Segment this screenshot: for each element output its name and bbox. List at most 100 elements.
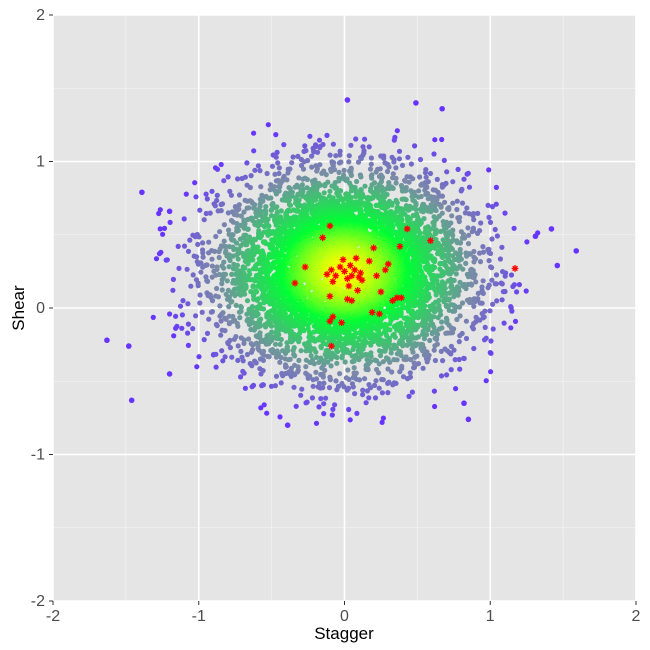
density-point (360, 387, 366, 393)
density-point (454, 284, 460, 290)
density-point (402, 178, 408, 184)
density-point (218, 161, 224, 168)
density-point (424, 349, 430, 355)
density-point (422, 264, 428, 270)
density-point (236, 202, 242, 208)
density-point (471, 254, 477, 260)
density-point (286, 197, 292, 203)
density-point (261, 402, 267, 408)
density-point (336, 160, 343, 166)
density-point (337, 371, 343, 377)
density-point (445, 206, 451, 212)
density-point (479, 311, 485, 317)
density-point (453, 386, 459, 392)
density-point (340, 197, 346, 203)
density-point (431, 214, 437, 220)
density-point (379, 390, 385, 396)
density-point (313, 376, 320, 382)
density-point (238, 213, 244, 219)
density-point (487, 308, 493, 314)
density-point (253, 266, 259, 272)
density-point (269, 329, 275, 335)
density-point (391, 342, 397, 348)
density-point (258, 233, 265, 239)
density-point (200, 250, 206, 256)
density-point (225, 287, 231, 293)
density-point (224, 278, 230, 284)
density-point (235, 343, 241, 349)
density-point (298, 392, 304, 398)
density-point (322, 358, 328, 364)
density-point (471, 303, 477, 309)
density-point (274, 348, 280, 354)
density-point (307, 133, 313, 139)
density-point (364, 388, 370, 394)
density-point (421, 216, 427, 222)
density-point (471, 296, 477, 302)
density-point (417, 174, 423, 180)
density-point (316, 404, 322, 410)
density-point (296, 357, 302, 363)
density-point (277, 359, 283, 365)
density-point (362, 376, 368, 382)
density-point (244, 241, 250, 248)
density-point (457, 246, 463, 253)
density-point (328, 363, 334, 369)
density-point (493, 184, 499, 190)
density-point (414, 353, 420, 359)
density-point (181, 216, 187, 222)
density-point (407, 242, 413, 248)
density-point (490, 301, 496, 307)
density-point (234, 320, 240, 327)
density-point (214, 285, 220, 292)
density-point (291, 384, 297, 390)
density-point (317, 145, 323, 151)
density-point (330, 406, 336, 412)
density-point (230, 313, 236, 320)
density-point (473, 279, 479, 285)
density-point (275, 160, 281, 166)
density-point (380, 415, 386, 421)
density-point (324, 132, 330, 138)
density-point (179, 312, 185, 318)
density-point (499, 297, 505, 303)
density-point (170, 287, 176, 293)
density-point (439, 184, 445, 190)
density-point (410, 212, 416, 219)
density-point (412, 341, 418, 347)
density-point (329, 350, 335, 356)
density-point (420, 365, 426, 371)
density-point (285, 170, 291, 176)
density-point (213, 364, 219, 370)
density-point (458, 229, 464, 235)
density-point (326, 385, 333, 391)
density-point (343, 375, 349, 381)
density-point (438, 348, 444, 354)
density-point (235, 357, 241, 363)
density-point (358, 155, 364, 162)
density-point (201, 337, 207, 343)
density-point (323, 395, 329, 401)
density-point (407, 220, 413, 226)
density-point (299, 182, 305, 188)
density-point (272, 341, 279, 347)
density-point (438, 204, 444, 210)
density-point (493, 272, 500, 278)
density-point (251, 148, 257, 154)
density-point (233, 334, 239, 340)
density-point (383, 355, 390, 361)
density-point (332, 402, 338, 408)
density-point (489, 204, 496, 210)
density-point (304, 399, 310, 405)
density-point (317, 334, 323, 340)
density-point (248, 173, 254, 179)
density-point (185, 342, 191, 348)
density-point (222, 354, 228, 360)
density-point (353, 352, 359, 358)
density-point (479, 284, 485, 290)
density-point (478, 220, 484, 226)
density-point (448, 343, 454, 349)
density-point (333, 153, 339, 159)
density-point (481, 337, 488, 343)
